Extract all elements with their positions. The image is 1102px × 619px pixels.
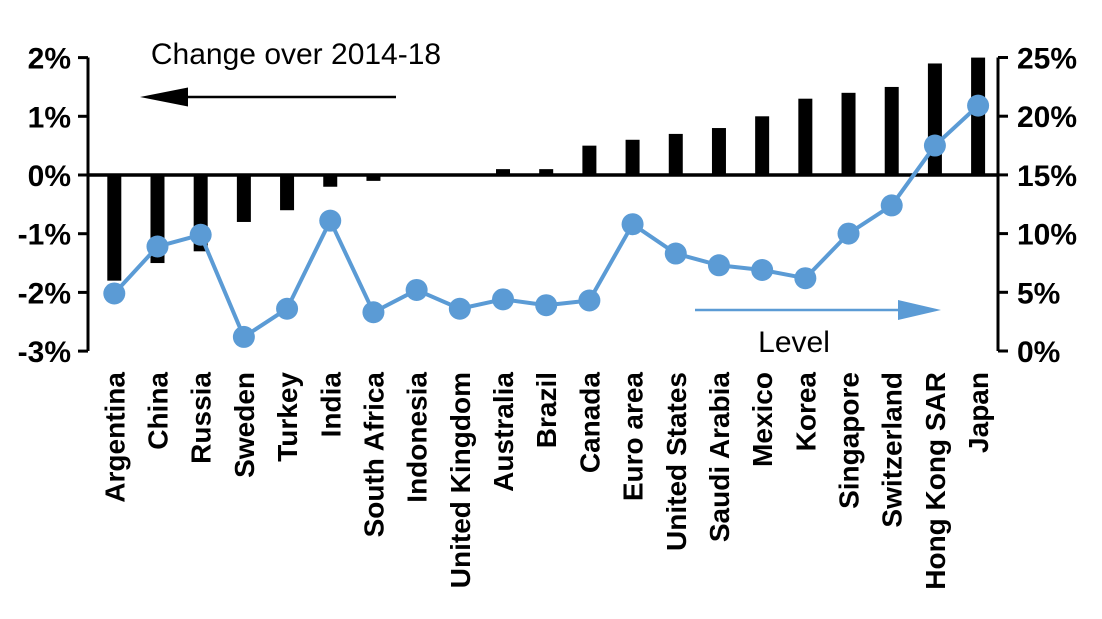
category-label-russia: Russia <box>186 372 217 464</box>
left-axis-tick-label: 1% <box>28 101 71 134</box>
point-china <box>146 235 169 258</box>
bar-brazil <box>539 169 554 175</box>
right-axis-tick-label: 5% <box>1017 277 1060 310</box>
bar-singapore <box>841 92 856 175</box>
bar-mexico <box>755 116 770 175</box>
category-label-saudi-arabia: Saudi Arabia <box>704 372 735 543</box>
bar-turkey <box>280 175 295 211</box>
category-label-korea: Korea <box>790 372 821 452</box>
point-united-kingdom <box>448 297 471 320</box>
bar-united-states <box>668 133 683 175</box>
point-argentina <box>103 282 126 305</box>
category-label-united-states: United States <box>661 372 692 551</box>
right-axis-tick-label: 15% <box>1017 160 1077 193</box>
bar-argentina <box>107 175 122 281</box>
category-label-switzerland: Switzerland <box>877 372 908 528</box>
point-mexico <box>751 258 774 281</box>
bar-hong-kong-sar <box>927 63 942 175</box>
point-korea <box>794 267 817 290</box>
point-switzerland <box>880 194 903 217</box>
category-label-singapore: Singapore <box>834 372 865 509</box>
point-euro-area <box>621 213 644 236</box>
left-axis-tick-label: -2% <box>18 277 71 310</box>
bar-euro-area <box>625 139 640 175</box>
category-label-turkey: Turkey <box>272 372 303 462</box>
point-japan <box>967 94 990 117</box>
level-arrow-head-right <box>898 300 941 320</box>
right-axis-tick-label: 25% <box>1017 43 1077 76</box>
bar-australia <box>496 169 511 175</box>
annotation-change-over-2014-18: Change over 2014-18 <box>150 38 442 71</box>
category-label-india: India <box>315 372 346 438</box>
point-south-africa <box>362 301 385 324</box>
right-axis-tick-label: 20% <box>1017 101 1077 134</box>
point-brazil <box>535 294 558 317</box>
point-united-states <box>664 242 687 265</box>
point-turkey <box>276 297 299 320</box>
right-axis-tick-label: 10% <box>1017 219 1077 252</box>
point-india <box>319 209 342 232</box>
point-saudi-arabia <box>707 254 730 277</box>
category-label-canada: Canada <box>574 372 605 474</box>
point-singapore <box>837 222 860 245</box>
category-label-japan: Japan <box>963 372 994 453</box>
bar-korea <box>798 98 813 175</box>
left-axis-tick-label: -1% <box>18 219 71 252</box>
annotation-level: Level <box>758 326 830 359</box>
category-label-united-kingdom: United Kingdom <box>445 372 476 588</box>
right-axis-tick-label: 0% <box>1017 336 1060 369</box>
point-canada <box>578 289 601 312</box>
category-label-china: China <box>142 372 173 450</box>
category-label-indonesia: Indonesia <box>402 372 433 503</box>
bar-saudi-arabia <box>711 128 726 175</box>
category-label-sweden: Sweden <box>229 372 260 478</box>
point-australia <box>492 288 515 311</box>
category-label-argentina: Argentina <box>99 372 130 503</box>
left-axis-tick-label: 0% <box>28 160 71 193</box>
bar-switzerland <box>884 86 899 175</box>
bar-canada <box>582 145 597 175</box>
point-russia <box>189 223 212 246</box>
bar-india <box>323 175 338 187</box>
point-indonesia <box>405 278 428 301</box>
category-label-euro-area: Euro area <box>618 372 649 502</box>
bar-south-africa <box>366 175 381 181</box>
bar-sweden <box>236 175 251 222</box>
left-axis-tick-label: 2% <box>28 43 71 76</box>
category-label-south-africa: South Africa <box>358 372 389 538</box>
category-label-mexico: Mexico <box>747 372 778 467</box>
category-label-australia: Australia <box>488 372 519 492</box>
category-label-hong-kong-sar: Hong Kong SAR <box>920 372 951 590</box>
point-hong-kong-sar <box>923 134 946 157</box>
left-axis-tick-label: -3% <box>18 336 71 369</box>
category-label-brazil: Brazil <box>531 372 562 448</box>
change-arrow-head-left <box>140 87 188 107</box>
point-sweden <box>232 325 255 348</box>
